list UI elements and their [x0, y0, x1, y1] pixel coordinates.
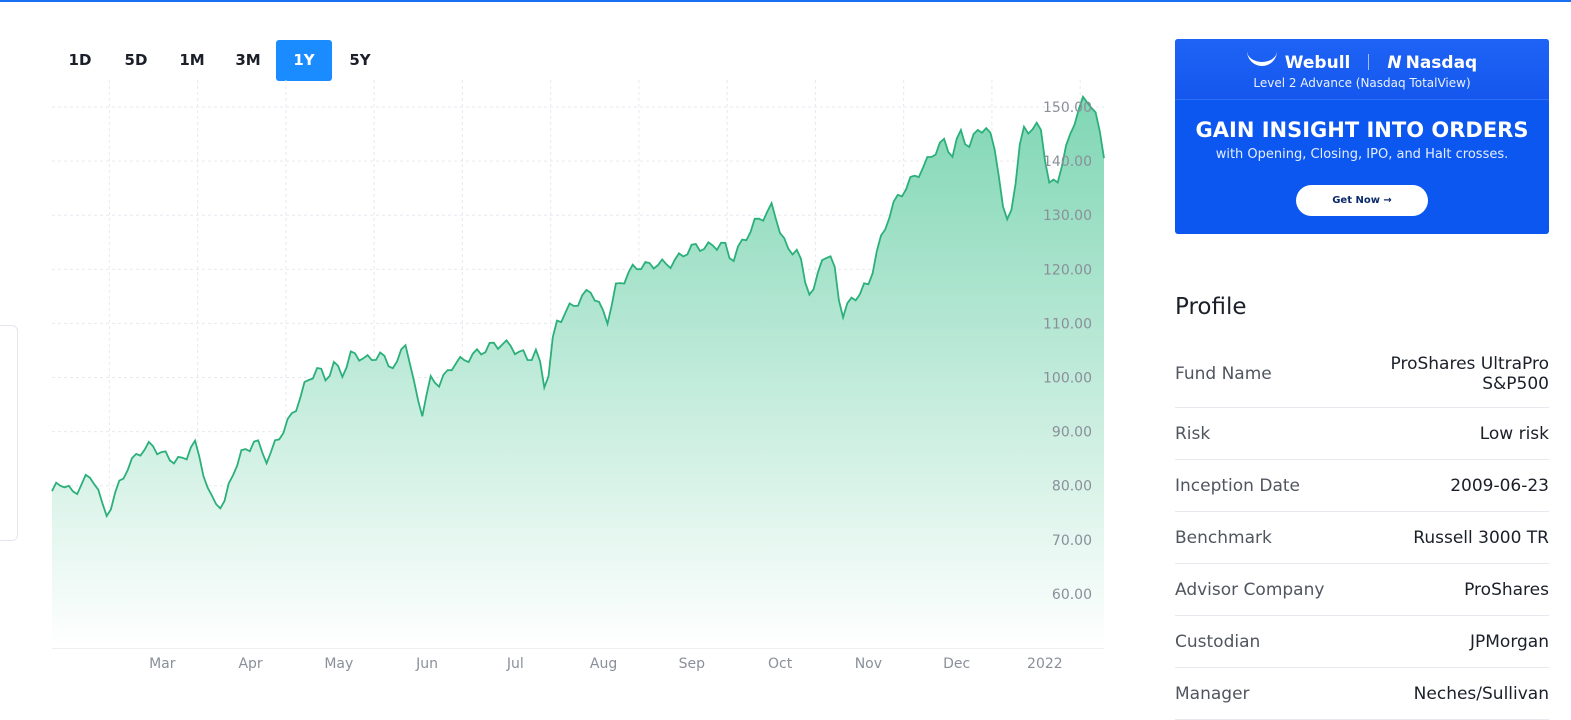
profile-row-label: Fund Name: [1175, 364, 1272, 384]
price-area: [52, 96, 1104, 649]
y-tick-label: 60.00: [1052, 587, 1092, 603]
profile-row: Benchmark Russell 3000 TR: [1175, 512, 1549, 564]
webull-logo-icon: [1246, 50, 1277, 66]
range-tab-3m[interactable]: 3M: [235, 51, 261, 69]
price-chart: 60.00 70.00 80.00 90.00 100.00 110.00 120.00 13…: [51, 80, 1105, 672]
x-tick-label: Oct: [768, 656, 793, 672]
profile-row-value: 2009-06-23: [1450, 475, 1549, 496]
y-tick-label: 100.00: [1043, 371, 1092, 387]
profile-row: Manager Neches/Sullivan: [1175, 668, 1549, 720]
profile-row-value: Russell 3000 TR: [1413, 527, 1549, 548]
ad-description: with Opening, Closing, IPO, and Halt cro…: [1215, 147, 1509, 162]
profile-row-value: Neches/Sullivan: [1413, 683, 1549, 704]
x-tick-label: 2022: [1027, 656, 1063, 672]
brand-separator: [1368, 54, 1370, 70]
range-tab-1m[interactable]: 1M: [179, 51, 205, 69]
price-line: [51, 94, 1105, 519]
ad-headline: GAIN INSIGHT INTO ORDERS: [1195, 118, 1529, 142]
profile-table: Fund Name ProShares UltraPro S&P500 Risk Lo…: [1175, 341, 1549, 720]
profile-row-label: Advisor Company: [1175, 579, 1325, 600]
x-tick-label: Mar: [149, 656, 176, 672]
x-tick-label: May: [324, 656, 353, 672]
x-tick-label: Apr: [238, 656, 262, 672]
ad-brand-left: Webull: [1284, 53, 1351, 73]
y-tick-label: 70.00: [1052, 533, 1092, 549]
y-tick-label: 150.00: [1043, 100, 1092, 116]
profile-row-label: Manager: [1175, 683, 1250, 704]
nasdaq-logo-icon: N: [1387, 53, 1402, 73]
range-tab-1d[interactable]: 1D: [68, 51, 92, 69]
range-tabs: 1D 5D 1M 3M 1Y 5Y: [52, 40, 388, 81]
profile-row-value: Low risk: [1479, 423, 1549, 444]
ad-banner-top: [1175, 39, 1549, 100]
y-tick-label: 140.00: [1043, 154, 1092, 170]
profile-row-label: Risk: [1175, 423, 1211, 444]
get-now-button[interactable]: Get Now →: [1296, 185, 1428, 216]
profile-row: Custodian JPMorgan: [1175, 616, 1549, 668]
y-tick-label: 90.00: [1052, 425, 1092, 441]
ad-brand: Webull N Nasdaq: [1175, 50, 1549, 73]
profile-row: Advisor Company ProShares: [1175, 564, 1549, 616]
profile-row-label: Custodian: [1175, 631, 1261, 652]
ad-subtitle: Level 2 Advance (Nasdaq TotalView): [1253, 76, 1471, 90]
x-tick-label: Sep: [679, 656, 706, 672]
profile-row-value: ProShares UltraPro S&P500: [1390, 354, 1550, 394]
webull-nasdaq-ad[interactable]: Webull N Nasdaq Level 2 Advance (Nasdaq To…: [1175, 39, 1549, 234]
y-tick-label: 130.00: [1043, 208, 1092, 224]
range-tab-5d[interactable]: 5D: [124, 51, 148, 69]
range-tab-1y[interactable]: 1Y: [276, 40, 332, 81]
y-tick-label: 80.00: [1052, 479, 1092, 495]
top-accent-line: [0, 0, 1571, 2]
profile-row-label: Benchmark: [1175, 527, 1272, 548]
range-tab-5y[interactable]: 5Y: [349, 51, 371, 69]
side-panel-edge: [0, 325, 18, 541]
profile-row-value: JPMorgan: [1469, 631, 1549, 652]
profile-row-value: ProShares: [1464, 579, 1549, 600]
y-tick-label: 120.00: [1043, 262, 1092, 278]
profile-row: Fund Name ProShares UltraPro S&P500: [1175, 341, 1549, 408]
profile-row-label: Inception Date: [1175, 475, 1300, 496]
y-tick-label: 110.00: [1043, 316, 1092, 332]
profile-title: Profile: [1175, 294, 1247, 320]
x-tick-label: Dec: [943, 656, 970, 672]
x-tick-label: Nov: [855, 656, 882, 672]
profile-row: Inception Date 2009-06-23: [1175, 460, 1549, 512]
x-tick-label: Jul: [506, 656, 524, 672]
x-tick-label: Aug: [590, 656, 617, 672]
x-tick-label: Jun: [415, 656, 438, 672]
profile-row: Risk Low risk: [1175, 408, 1549, 460]
ad-brand-right: Nasdaq: [1405, 53, 1478, 73]
